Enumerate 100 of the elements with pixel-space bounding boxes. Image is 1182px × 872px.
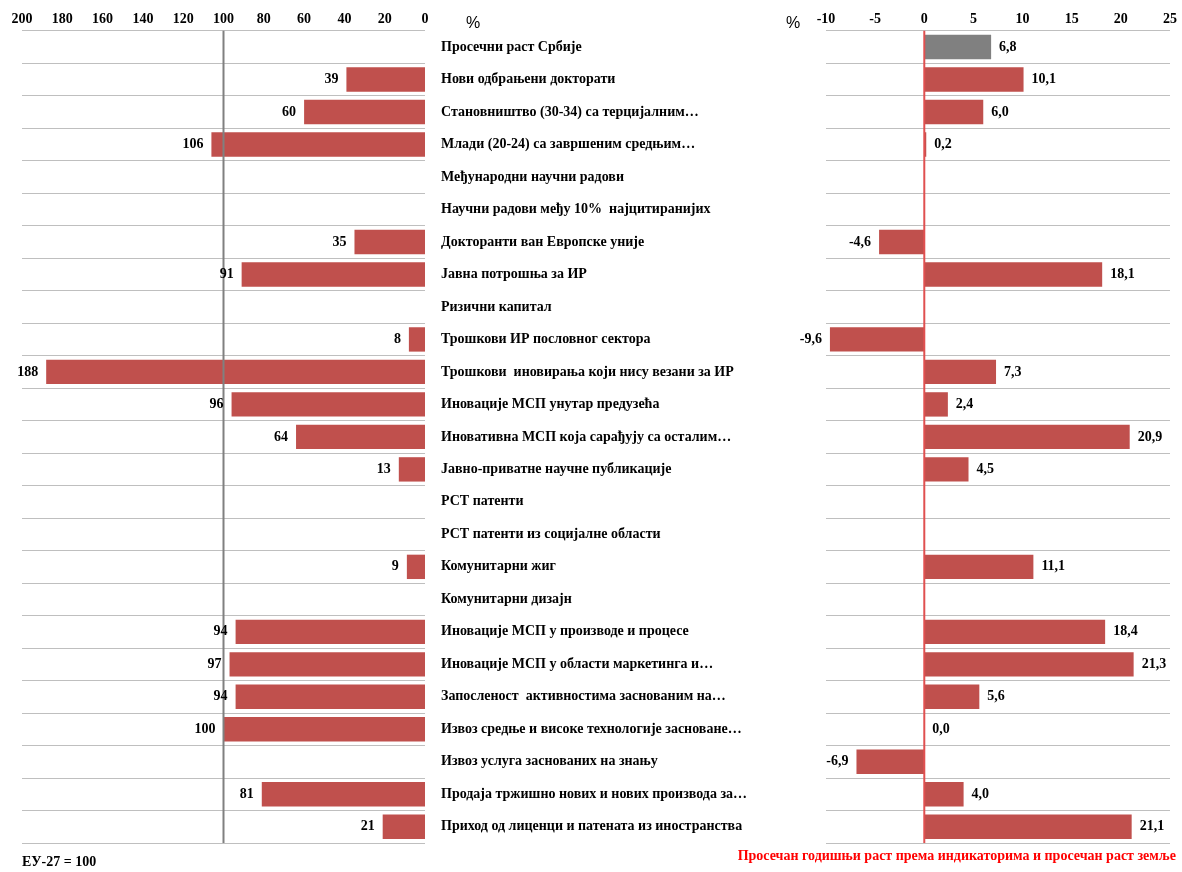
x-tick-label: 200 [11,11,33,27]
bar [829,327,925,352]
y-tick-label: Запосленост активностима заснованим на… [441,688,726,704]
y-tick-label: Иновације МСП у области маркетинга и… [441,655,714,671]
data-label: 35 [332,233,347,249]
bar [46,359,425,385]
x-tick-label: 60 [297,11,312,27]
data-label: 8 [393,331,401,347]
bar [406,554,425,580]
data-label: -9,6 [799,331,822,347]
data-label: 0,2 [934,136,952,152]
y-tick-label: Продаја тржишно нових и нових производа за… [441,785,748,801]
y-tick-label: Трошкови иновирања који нису везани за ИР [441,363,735,379]
data-label: 81 [239,785,254,801]
x-tick-label: 0 [920,11,928,27]
x-tick-label: 15 [1064,11,1079,27]
data-label: 106 [182,136,204,152]
x-tick-label: 40 [337,11,352,27]
bar [398,457,425,482]
y-tick-label: Извоз средње и високе технологије засноване… [441,720,742,736]
data-label: 39 [324,71,339,87]
y-tick-label: РСТ патенти из социјалне области [441,525,661,541]
bar [856,749,925,774]
x-tick-label: 5 [969,11,977,27]
data-label: 10,1 [1031,71,1057,87]
data-label: 13 [376,461,391,476]
bar [304,99,425,125]
data-label: 21 [360,818,375,834]
y-tick-label: Иновације МСП унутар предузећа [441,396,660,412]
text: ЕУ-27 = 100 [22,854,97,869]
bar [924,652,1134,677]
x-tick-label: 20 [377,11,392,27]
bar [296,424,425,450]
data-label: 4,5 [976,461,995,476]
y-tick-label: Становништво (30-34) са терцијалним… [441,103,699,120]
bar [924,99,984,125]
data-label: 96 [209,396,224,412]
data-label: 64 [274,428,289,444]
data-label: 2,4 [955,396,974,412]
data-label: 188 [17,363,39,379]
data-label: 21,1 [1139,818,1165,834]
text: Просечан годишњи раст према индикаторима и просечан раст земље [737,848,1176,863]
y-tick-label: Ризични капитал [441,298,552,314]
y-tick-label: Просечни раст Србије [441,38,582,54]
bar [354,229,425,255]
y-tick-label: Извоз услуга заснованих на знању [441,753,658,769]
data-label: 91 [219,266,234,282]
x-axis-title: % [465,13,481,31]
data-label: 6,8 [999,38,1017,54]
y-tick-label: Приход од лиценци и патената из иностранства [441,818,743,834]
y-tick-label: Иновативна МСП која сарађују са осталим… [441,428,732,444]
x-tick-label: 100 [213,11,234,27]
bar [211,132,425,157]
bar [235,684,425,709]
y-tick-label: Млади (20-24) са завршеним средњим… [441,136,696,153]
x-tick-label: 160 [92,11,114,27]
x-tick-label: 25 [1163,11,1177,27]
bar [924,684,980,709]
y-tick-label: Нови одбрањени докторати [441,71,616,87]
y-tick-label: Међународни научни радови [441,168,624,184]
x-tick-label: 140 [132,11,154,27]
data-label: -4,6 [848,233,872,249]
bar [924,359,997,385]
data-label: 100 [194,720,216,736]
data-label: 21,3 [1141,655,1167,671]
bar [924,34,992,60]
bar [924,424,1130,450]
data-label: 20,9 [1137,428,1163,444]
x-tick-label: -10 [816,11,836,27]
data-label: 97 [207,655,222,671]
y-tick-label: Иновације МСП у производе и процесе [441,623,689,639]
data-label: 60 [282,103,297,119]
y-tick-label: Докторанти ван Европске уније [441,233,645,249]
x-tick-label: 120 [172,11,194,27]
bar [924,67,1024,92]
data-label: 7,3 [1004,363,1022,379]
bar [382,814,425,839]
x-tick-label: 80 [256,11,271,27]
x-tick-label: 10 [1015,11,1030,27]
bar [241,262,425,287]
x-axis-title: % [785,13,801,31]
data-label: 5,6 [987,688,1005,704]
bar [229,652,425,677]
bar [261,782,425,807]
y-tick-label: РСТ патенти [441,493,524,509]
data-label: 4,0 [971,785,990,801]
bar [924,619,1106,645]
data-label: 94 [213,688,228,704]
y-tick-label: Трошкови ИР пословног сектора [441,331,651,347]
bar [924,554,1034,580]
bar [346,67,425,92]
y-tick-label: Научни радови међу 10% најцитиранијих [441,201,711,217]
x-tick-label: 0 [421,11,429,27]
bar [924,262,1103,287]
bar [879,229,925,255]
y-tick-label: Јавна потрошња за ИР [441,266,588,282]
data-label: 9 [391,558,399,574]
data-label: 11,1 [1041,558,1066,574]
y-tick-label: Комунитарни дизајн [441,590,572,606]
data-label: 18,1 [1110,266,1135,282]
